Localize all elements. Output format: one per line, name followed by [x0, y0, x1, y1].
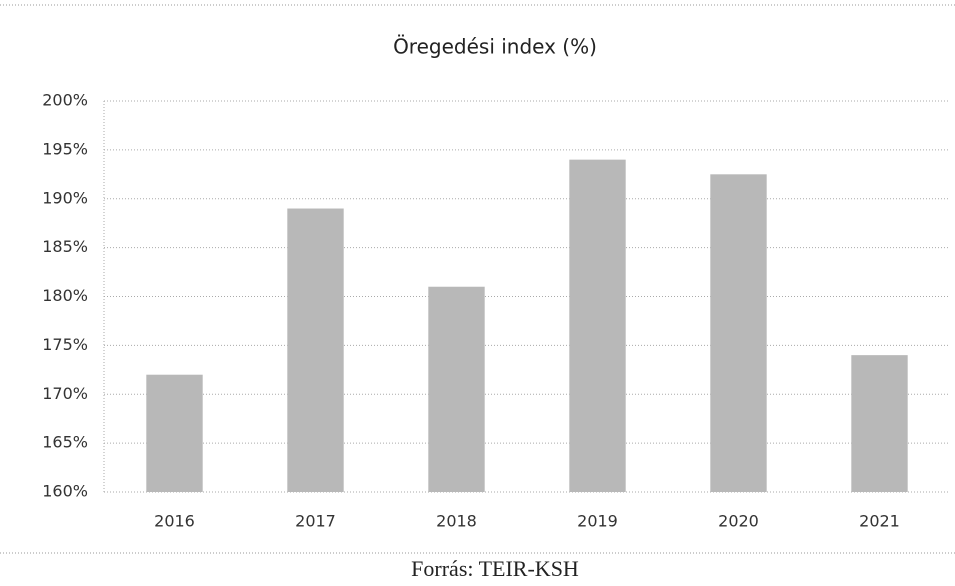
y-tick-label: 190%	[42, 188, 88, 207]
bar	[428, 286, 485, 492]
x-tick-label: 2016	[154, 512, 195, 531]
y-tick-label: 200%	[42, 91, 88, 110]
x-tick-label: 2018	[436, 512, 477, 531]
x-tick-label: 2017	[295, 512, 336, 531]
y-tick-label: 160%	[42, 482, 88, 501]
y-tick-label: 195%	[42, 139, 88, 158]
chart-title: Öregedési index (%)	[393, 35, 597, 59]
bar	[569, 159, 626, 492]
bar	[851, 355, 908, 492]
y-tick-label: 170%	[42, 384, 88, 403]
x-tick-label: 2019	[577, 512, 618, 531]
bar	[710, 174, 767, 492]
y-tick-label: 185%	[42, 237, 88, 256]
bar	[287, 208, 344, 492]
x-tick-label: 2020	[718, 512, 759, 531]
caption: Forrás: TEIR-KSH	[411, 556, 579, 581]
bar	[146, 374, 203, 492]
y-tick-label: 180%	[42, 286, 88, 305]
y-tick-label: 165%	[42, 433, 88, 452]
x-tick-label: 2021	[859, 512, 900, 531]
y-tick-label: 175%	[42, 335, 88, 354]
